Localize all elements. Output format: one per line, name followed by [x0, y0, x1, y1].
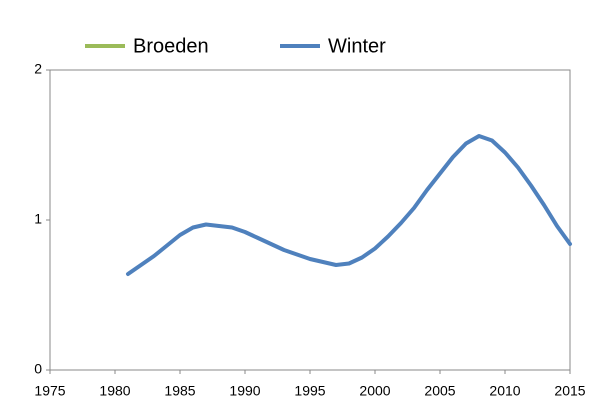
legend-label: Winter: [328, 35, 386, 57]
y-tick-label: 1: [34, 211, 42, 227]
x-tick-label: 2015: [554, 383, 585, 399]
series-line: [126, 134, 572, 276]
x-tick-label: 1980: [99, 383, 130, 399]
y-tick-label: 2: [34, 61, 42, 77]
x-tick-label: 2010: [489, 383, 520, 399]
y-tick-label: 0: [34, 361, 42, 377]
x-tick-label: 1995: [294, 383, 325, 399]
x-tick-label: 2005: [424, 383, 455, 399]
plot-frame: [49, 69, 571, 371]
x-tick-label: 1985: [164, 383, 195, 399]
legend-label: Broeden: [133, 35, 209, 57]
x-tick-label: 1990: [229, 383, 260, 399]
x-tick-label: 1975: [34, 383, 65, 399]
x-tick-label: 2000: [359, 383, 390, 399]
